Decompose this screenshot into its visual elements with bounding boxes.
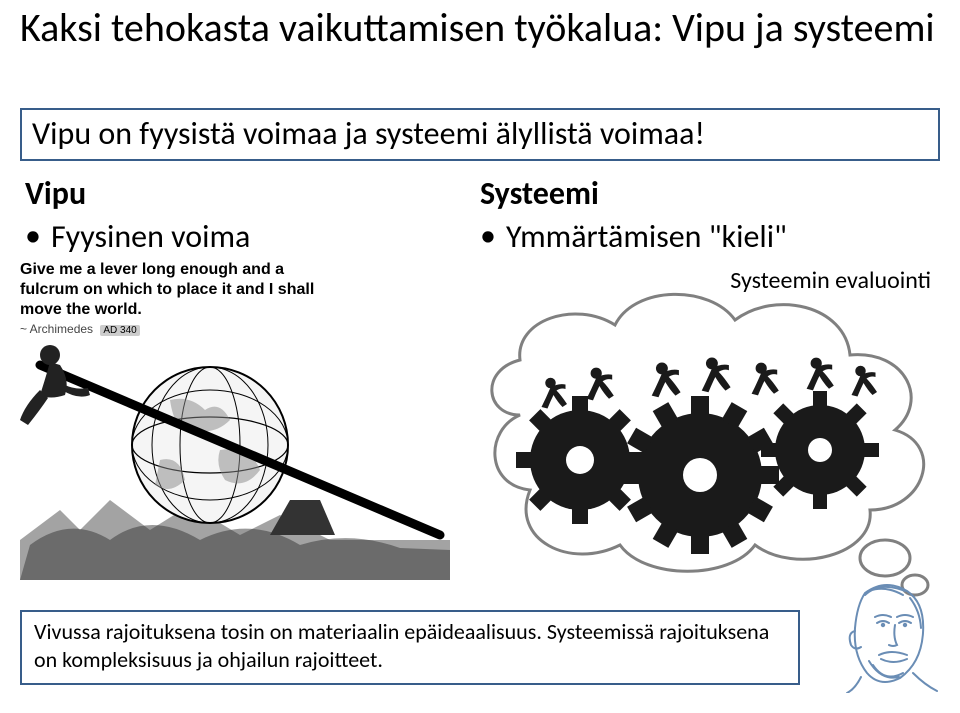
right-column: Systeemi • Ymmärtämisen "kieli" (480, 174, 940, 256)
slide: Kaksi tehokasta vaikuttamisen työkalua: … (0, 0, 960, 713)
bullet-dot-icon: • (25, 217, 41, 255)
right-bullet-line: • Ymmärtämisen "kieli" (480, 217, 940, 256)
lever-illustration: Give me a lever long enough and a fulcru… (20, 260, 450, 590)
left-column: Vipu • Fyysinen voima (25, 174, 445, 256)
right-bullet-text: Ymmärtämisen "kieli" (506, 217, 787, 256)
portrait-icon (825, 573, 945, 693)
lever-author-date: AD 340 (100, 325, 139, 336)
slide-title: Kaksi tehokasta vaikuttamisen työkalua: … (20, 4, 940, 51)
lever-quote: Give me a lever long enough and a fulcru… (20, 260, 320, 320)
subtitle-text: Vipu on fyysistä voimaa ja systeemi älyl… (32, 114, 928, 153)
footer-text: Vivussa rajoituksena tosin on materiaali… (34, 618, 786, 675)
lever-author: ~ Archimedes AD 340 (20, 322, 450, 336)
left-bullet-line: • Fyysinen voima (25, 217, 445, 256)
lever-author-name: ~ Archimedes (20, 322, 93, 336)
system-bubble: Systeemin evaluointi (475, 260, 945, 600)
bullet-dot-icon: • (480, 217, 496, 255)
footer-box: Vivussa rajoituksena tosin on materiaali… (20, 610, 800, 685)
system-gears-icon (475, 260, 945, 600)
subtitle-box: Vipu on fyysistä voimaa ja systeemi älyl… (20, 108, 940, 161)
right-heading: Systeemi (480, 174, 940, 213)
left-heading: Vipu (25, 174, 445, 213)
lever-drawing-icon (20, 340, 450, 580)
left-bullet-text: Fyysinen voima (51, 217, 250, 256)
system-evaluation-label: Systeemin evaluointi (730, 266, 931, 295)
